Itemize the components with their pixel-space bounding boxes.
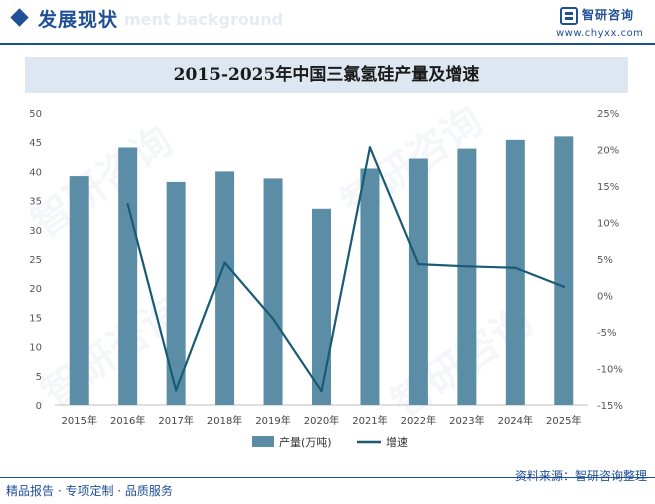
bar xyxy=(554,136,574,406)
x-tick-label: 2019年 xyxy=(255,414,290,427)
legend-bar-swatch xyxy=(252,436,274,447)
y-left-tick-label: 40 xyxy=(29,167,42,178)
header-divider xyxy=(0,43,655,45)
y-left-tick-label: 35 xyxy=(29,197,42,208)
chart-title-band: 2015-2025年中国三氯氢硅产量及增速 xyxy=(25,57,628,93)
y-right-tick-label: 20% xyxy=(597,146,619,157)
brand-name: 智研咨询 xyxy=(582,8,635,22)
brand-url: www.chyxx.com xyxy=(556,28,644,39)
x-tick-label: 2023年 xyxy=(449,414,484,427)
chart-title: 2015-2025年中国三氯氢硅产量及增速 xyxy=(173,65,480,85)
growth-point xyxy=(514,266,517,269)
x-tick-label: 2016年 xyxy=(110,414,145,427)
y-left-tick-label: 5 xyxy=(36,372,42,383)
y-right-tick-label: 25% xyxy=(597,109,619,120)
growth-point xyxy=(223,261,226,264)
growth-point xyxy=(465,265,469,268)
growth-point xyxy=(271,317,275,321)
section-title: 发展现状 xyxy=(38,9,119,31)
bar xyxy=(408,158,428,405)
y-left-tick-label: 15 xyxy=(29,313,42,324)
y-left-tick-label: 0 xyxy=(36,401,42,412)
bar xyxy=(505,139,525,405)
x-tick-label: 2022年 xyxy=(401,414,436,427)
y-right-tick-label: -5% xyxy=(597,328,616,339)
y-right-tick-label: -15% xyxy=(597,401,623,412)
y-left-tick-label: 25 xyxy=(29,255,42,266)
x-tick-label: 2020年 xyxy=(304,414,339,427)
y-left-tick-label: 30 xyxy=(29,226,42,237)
y-left-tick-label: 20 xyxy=(29,284,42,295)
bar xyxy=(263,178,283,405)
x-tick-label: 2018年 xyxy=(207,414,242,427)
y-left-tick-label: 50 xyxy=(29,109,42,120)
y-right-tick-label: 15% xyxy=(597,182,619,193)
growth-point xyxy=(126,203,129,206)
y-left-tick-label: 45 xyxy=(29,138,42,149)
x-tick-label: 2017年 xyxy=(158,414,193,427)
x-tick-label: 2015年 xyxy=(62,414,97,427)
bar xyxy=(166,181,186,405)
growth-point xyxy=(174,389,178,392)
y-left-tick-label: 10 xyxy=(29,343,42,354)
footer-divider xyxy=(0,477,655,478)
growth-line xyxy=(126,146,565,393)
y-right-tick-label: -10% xyxy=(597,365,623,376)
section-background-text: ment background xyxy=(124,10,284,29)
x-tick-label: 2021年 xyxy=(352,414,387,427)
x-tick-label: 2024年 xyxy=(498,414,533,427)
page-header: ment background 发展现状 智研咨询 www.chyxx.com xyxy=(0,0,655,42)
growth-point xyxy=(368,146,372,149)
footer-slogan: 精品报告 · 专项定制 · 品质服务 xyxy=(6,484,173,498)
x-tick-label: 2025年 xyxy=(546,414,581,427)
footer-source: 资料来源：智研咨询整理 xyxy=(514,469,647,483)
bar xyxy=(360,168,380,405)
growth-point xyxy=(320,389,323,393)
y-right-tick-label: 0% xyxy=(597,292,613,303)
y-right-tick-label: 10% xyxy=(597,219,619,230)
bar xyxy=(312,208,331,405)
growth-point xyxy=(562,285,565,288)
brand-logo-icon xyxy=(560,7,578,25)
legend-bar-label: 产量(万吨) xyxy=(279,435,332,449)
bar xyxy=(118,147,138,405)
y-right-tick-label: 5% xyxy=(597,255,613,266)
growth-point xyxy=(417,262,420,266)
bar xyxy=(69,176,89,405)
legend-line-label: 增速 xyxy=(386,435,408,449)
bar xyxy=(457,148,477,405)
bar xyxy=(215,171,235,405)
